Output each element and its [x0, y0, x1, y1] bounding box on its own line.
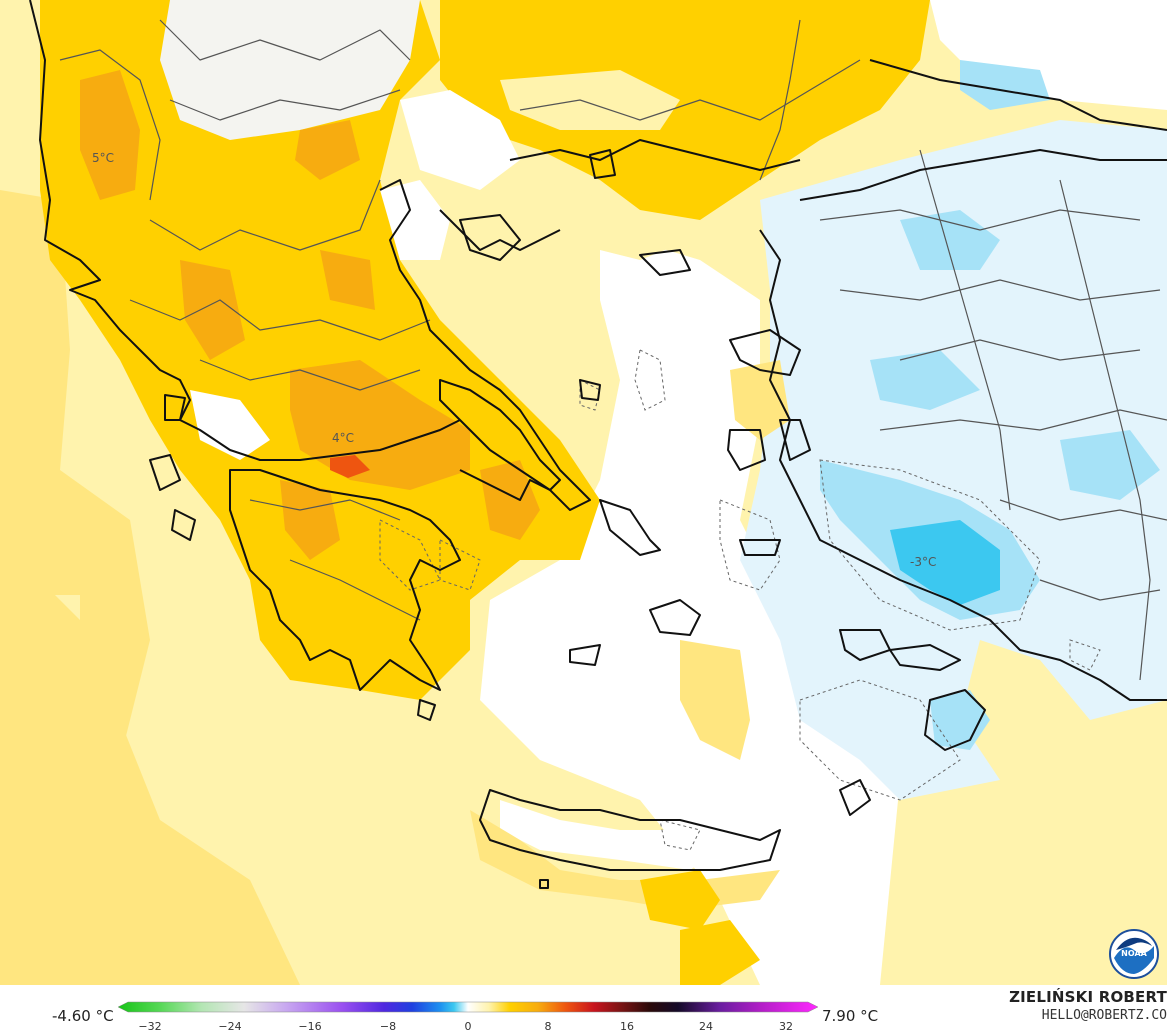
anomaly-zone-yellow-sw: [50, 820, 110, 870]
anomaly-zone-white-chalkidiki: [380, 180, 450, 260]
anomaly-zone-orange-albania: [80, 70, 140, 200]
anomaly-zone-orange-epirus: [180, 260, 245, 360]
regional-borders: [59, 19, 1167, 681]
temperature-anomaly-map: 5°C 4°C -3°C: [0, 0, 1167, 985]
anomaly-zone-blue-rhodes: [930, 690, 990, 750]
anomaly-zone-blue-east2: [1060, 430, 1160, 500]
colorbar-tick: −24: [218, 1020, 241, 1033]
colorbar-tick: −32: [138, 1020, 161, 1033]
anomaly-zone-orange-peloponnese: [280, 480, 340, 560]
colorbar: −32 −24 −16 −8 0 8 16 24 32: [118, 1001, 818, 1033]
anomaly-zone-orange-central: [320, 250, 375, 310]
anomaly-zone-gold-crete-south: [640, 870, 720, 930]
contour-label-4c: 4°C: [332, 431, 354, 445]
author-name: ZIELIŃSKI ROBERT: [1009, 988, 1167, 1006]
contour-lines: [379, 349, 1101, 851]
anomaly-zone-gold-crete-east: [680, 920, 760, 985]
anomaly-zone-white-ionian: [190, 390, 270, 460]
credit-block: ZIELIŃSKI ROBERT HELLO@ROBERTZ.CO: [1009, 988, 1167, 1023]
colorbar-tick: −16: [298, 1020, 321, 1033]
colorbar-tick: 16: [620, 1020, 634, 1033]
colorbar-tick: 8: [545, 1020, 552, 1033]
anomaly-zone-blue-far-ne: [960, 60, 1050, 110]
anomaly-zone-white-northeast: [930, 0, 1167, 110]
anomaly-zone-pale-northern-aegean: [520, 180, 690, 260]
svg-text:NOAA: NOAA: [1121, 949, 1147, 958]
anomaly-zone-orange-attica: [480, 460, 540, 540]
colorbar-tick: 0: [465, 1020, 472, 1033]
colorbar-max-value: 7.90 °C: [822, 1007, 879, 1025]
anomaly-zone-white-thrace: [400, 90, 520, 190]
contour-label-minus3c: -3°C: [910, 555, 936, 569]
author-email[interactable]: HELLO@ROBERTZ.CO: [1041, 1008, 1167, 1023]
colorbar-tick: 24: [699, 1020, 713, 1033]
noaa-logo-icon: NOAA: [1109, 929, 1159, 979]
colorbar-min-value: -4.60 °C: [52, 1007, 114, 1025]
anomaly-zone-yellow-lesbos: [730, 360, 790, 440]
anomaly-zone-gold-mainland: [40, 0, 600, 700]
anomaly-zone-pale-sw2: [55, 595, 80, 620]
colorbar-tick: −8: [380, 1020, 396, 1033]
coastlines: [29, 0, 1167, 889]
anomaly-zone-blue-east3: [870, 350, 980, 410]
anomaly-zone-red-corinth: [330, 455, 370, 478]
anomaly-zone-cyan-core: [890, 520, 1000, 605]
colorbar-tick: 32: [779, 1020, 793, 1033]
anomaly-zone-orange-thessaly: [295, 120, 360, 180]
anomaly-zone-white-crete: [500, 800, 720, 870]
anomaly-zone-yellow-dodecanese: [680, 640, 750, 760]
anomaly-zone-yellow-thrace: [500, 70, 680, 130]
anomaly-zone-blue-north: [900, 210, 1000, 270]
anomaly-zone-yellow-southwest: [0, 560, 300, 985]
contour-label-5c: 5°C: [92, 151, 114, 165]
anomaly-zone-gold-thrace: [440, 0, 930, 220]
